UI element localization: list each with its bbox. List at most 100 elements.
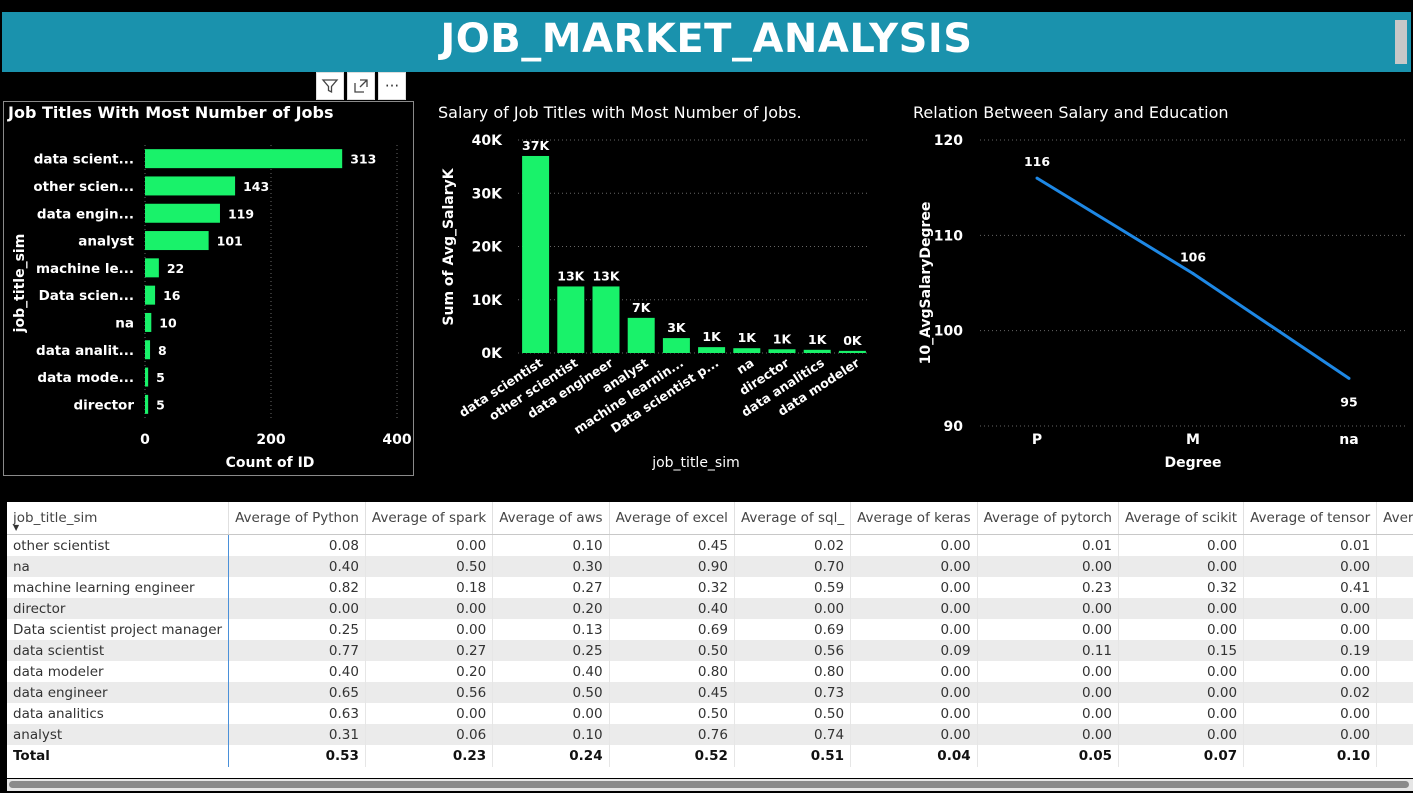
table-cell: 0.32: [608, 577, 735, 598]
table-cell: 0.56: [364, 682, 493, 703]
line-point: [1035, 176, 1039, 180]
column-header[interactable]: job_title_sim ▼: [7, 502, 229, 535]
table-cell: 0.50: [733, 703, 851, 724]
column-header[interactable]: Average of keras: [850, 502, 978, 535]
column-header[interactable]: Average of ha: [1376, 502, 1413, 535]
table-total-row[interactable]: Total 0.53 0.23 0.24 0.52 0.51 0.04 0.05 0.07 0.1…: [7, 745, 1413, 767]
table-cell: 0.63: [228, 703, 366, 724]
table-cell: [1376, 724, 1413, 745]
table-cell: 0.76: [608, 724, 735, 745]
table-row[interactable]: data scientist 0.77 0.27 0.25 0.50 0.56 0.09 0.…: [7, 640, 1413, 661]
table-cell: 0.00: [850, 619, 978, 640]
table-cell: Total: [7, 745, 230, 767]
table-cell: 0.50: [364, 556, 493, 577]
table-cell: 0.00: [1243, 556, 1377, 577]
column-header[interactable]: Average of Python: [228, 502, 366, 535]
table-cell: na: [7, 556, 230, 577]
table-cell: 0.08: [228, 534, 366, 556]
table-row[interactable]: director 0.00 0.00 0.20 0.40 0.00 0.00 0.00 0.00…: [7, 598, 1413, 619]
column-header[interactable]: Average of aws: [492, 502, 610, 535]
table-cell: 0.40: [228, 661, 366, 682]
bar: [145, 312, 152, 332]
header-scrollbar[interactable]: [1395, 20, 1407, 64]
bar: [145, 149, 343, 169]
table-row[interactable]: machine learning engineer 0.82 0.18 0.27 0.3…: [7, 577, 1413, 598]
table-row[interactable]: na 0.40 0.50 0.30 0.90 0.70 0.00 0.00 0.00 0.00: [7, 556, 1413, 577]
bar-data-label: 1K: [702, 329, 722, 344]
x-tick-label: 200: [256, 432, 285, 448]
bar-data-label: 16: [163, 288, 181, 303]
more-options-button[interactable]: ···: [378, 72, 406, 100]
table-cell: 0.23: [364, 745, 493, 767]
table-cell: 0.20: [364, 661, 493, 682]
table-cell: 0.00: [976, 703, 1119, 724]
table-row[interactable]: data modeler 0.40 0.20 0.40 0.80 0.80 0.00 0.00…: [7, 661, 1413, 682]
bar-data-label: 5: [156, 397, 165, 412]
table-cell: 0.59: [733, 577, 851, 598]
bar-data-label: 7K: [632, 300, 652, 315]
bar-data-label: 0K: [843, 333, 863, 348]
table-row[interactable]: Data scientist project manager 0.25 0.00 0.…: [7, 619, 1413, 640]
education-chart: 90 100 110 120 116 P 106 M 95 na Degree 10_AvgSalar…: [918, 133, 1405, 471]
bar: [145, 231, 209, 251]
table-row[interactable]: other scientist 0.08 0.00 0.10 0.45 0.02 0.00 0…: [7, 534, 1413, 556]
bar: [592, 286, 620, 353]
skills-table-container[interactable]: job_title_sim ▼ Average of Python Average o…: [7, 502, 1413, 778]
column-header[interactable]: Average of sql_: [733, 502, 851, 535]
table-cell: 0.02: [1243, 682, 1377, 703]
table-cell: 0.70: [733, 556, 851, 577]
table-cell: [1376, 556, 1413, 577]
filter-button[interactable]: [316, 72, 344, 100]
column-header[interactable]: Average of tensor: [1243, 502, 1377, 535]
y-category-label: Data scien...: [39, 288, 134, 304]
y-category-label: director: [74, 397, 135, 413]
table-cell: 0.00: [1243, 598, 1377, 619]
table-row[interactable]: data engineer 0.65 0.56 0.50 0.45 0.73 0.00 0.0…: [7, 682, 1413, 703]
table-cell: 0.25: [492, 640, 610, 661]
bar-data-label: 1K: [773, 331, 793, 346]
dashboard-header: JOB_MARKET_ANALYSIS: [2, 12, 1411, 72]
y-category-label: data mode...: [37, 370, 134, 386]
table-cell: 0.00: [1243, 661, 1377, 682]
y-tick-label: 100: [934, 324, 963, 340]
bar: [662, 338, 690, 353]
table-cell: 0.00: [850, 661, 978, 682]
table-cell: 0.00: [850, 577, 978, 598]
x-axis-title: Degree: [1164, 455, 1221, 471]
table-cell: 0.00: [1117, 556, 1244, 577]
table-cell: 0.45: [608, 534, 735, 556]
column-header[interactable]: Average of scikit: [1117, 502, 1244, 535]
bar: [557, 286, 585, 353]
table-cell: 0.80: [733, 661, 851, 682]
table-horizontal-scrollbar[interactable]: [7, 779, 1413, 791]
table-cell: 0.10: [492, 534, 610, 556]
table-cell: director: [7, 598, 230, 619]
job-count-chart-title: Job Titles With Most Number of Jobs: [8, 103, 334, 122]
scrollbar-thumb[interactable]: [9, 781, 1409, 788]
focus-mode-button[interactable]: [347, 72, 375, 100]
table-row[interactable]: data analitics 0.63 0.00 0.00 0.50 0.50 0.00 0.…: [7, 703, 1413, 724]
column-header[interactable]: Average of spark: [364, 502, 493, 535]
y-category-label: data scient...: [34, 152, 134, 168]
bar: [145, 258, 159, 278]
x-axis-title: job_title_sim: [651, 455, 740, 471]
y-tick-label: 10K: [472, 293, 503, 309]
column-header[interactable]: Average of pytorch: [976, 502, 1119, 535]
y-axis-title: job_title_sim: [12, 234, 28, 334]
x-tick-label: 400: [382, 432, 411, 448]
table-cell: 0.56: [733, 640, 851, 661]
job-count-chart: 0 200 400 data scient... 313 other scien... 14…: [12, 145, 412, 471]
column-header[interactable]: Average of excel: [608, 502, 735, 535]
bar-data-label: 119: [228, 206, 254, 221]
table-cell: 0.00: [850, 682, 978, 703]
bar: [145, 367, 149, 387]
job-count-panel[interactable]: [3, 101, 414, 476]
table-row[interactable]: analyst 0.31 0.06 0.10 0.76 0.74 0.00 0.00 0.00 0…: [7, 724, 1413, 745]
y-category-label: analyst: [78, 234, 134, 250]
bar: [145, 394, 149, 414]
bar-data-label: 13K: [592, 268, 620, 283]
table-cell: 0.30: [492, 556, 610, 577]
table-cell: 0.20: [492, 598, 610, 619]
table-cell: 0.02: [733, 534, 851, 556]
table-cell: 0.00: [1117, 724, 1244, 745]
